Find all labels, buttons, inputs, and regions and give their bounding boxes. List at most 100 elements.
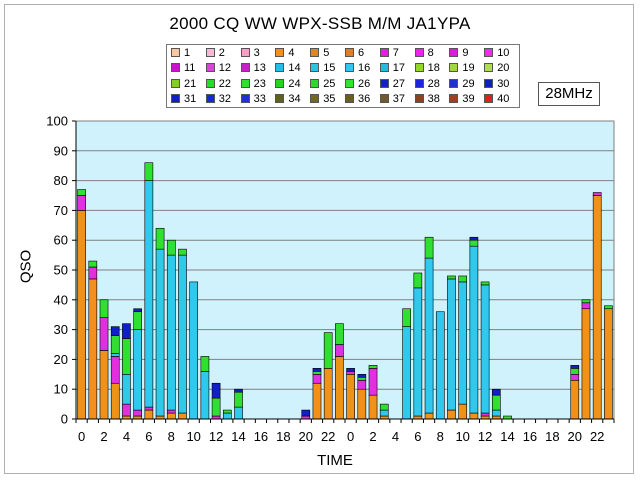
legend-swatch xyxy=(449,93,459,103)
legend-swatch xyxy=(345,63,354,73)
bar-segment xyxy=(312,373,322,384)
legend-item-24: 24 xyxy=(275,78,301,90)
legend-swatch xyxy=(484,63,494,73)
legend-item-12: 12 xyxy=(205,62,231,74)
legend-swatch xyxy=(345,93,354,103)
legend-swatch xyxy=(240,63,250,73)
x-tick-label: 20 xyxy=(568,429,582,444)
legend-label: 4 xyxy=(288,47,295,59)
legend-swatch xyxy=(379,48,389,57)
legend-swatch xyxy=(484,93,494,103)
legend-item-18: 18 xyxy=(414,62,440,75)
bar-segment xyxy=(166,254,176,411)
bar-segment xyxy=(424,257,434,414)
x-tick-label: 2 xyxy=(100,429,107,444)
legend-item-2: 2 xyxy=(205,47,225,59)
legend-label: 33 xyxy=(253,92,266,105)
legend-item-23: 23 xyxy=(240,77,266,90)
bar-segment xyxy=(323,368,333,420)
legend-label: 6 xyxy=(358,47,365,59)
legend-label: 36 xyxy=(358,92,371,105)
bar-segment xyxy=(379,409,389,417)
bar-segment xyxy=(480,412,490,417)
bar-segment xyxy=(144,180,154,408)
bar-segment xyxy=(122,373,131,405)
legend-label: 23 xyxy=(253,77,266,90)
legend-item-35: 35 xyxy=(310,93,335,105)
legend-label: 25 xyxy=(323,77,336,90)
bar-segment xyxy=(110,356,120,384)
legend-label: 38 xyxy=(427,92,440,105)
legend-swatch xyxy=(310,93,320,103)
bar-segment xyxy=(604,308,613,420)
bar-segment xyxy=(166,239,176,256)
bar-segment xyxy=(88,278,98,420)
legend-item-21: 21 xyxy=(171,78,196,90)
legend-swatch xyxy=(449,48,459,57)
bar-segment xyxy=(570,373,580,381)
legend-swatch xyxy=(205,48,215,57)
bar-segment xyxy=(122,338,131,375)
x-tick-label: 20 xyxy=(299,429,313,444)
legend-label: 5 xyxy=(323,47,330,59)
legend-item-32: 32 xyxy=(205,93,231,105)
legend-label: 14 xyxy=(288,62,301,75)
x-tick-label: 16 xyxy=(523,429,537,444)
chart-frame xyxy=(4,4,634,474)
bar-segment xyxy=(133,409,142,417)
legend-swatch xyxy=(414,93,424,103)
x-tick-label: 6 xyxy=(145,429,152,444)
bar-segment xyxy=(77,189,86,196)
legend-item-14: 14 xyxy=(275,62,301,75)
y-tick-label: 0 xyxy=(61,412,68,427)
legend-swatch xyxy=(240,93,250,103)
bar-segment xyxy=(301,409,311,417)
y-tick-label: 30 xyxy=(54,322,68,337)
legend-label: 7 xyxy=(392,47,399,59)
legend-label: 18 xyxy=(427,62,440,75)
legend-label: 10 xyxy=(497,47,510,59)
legend-swatch xyxy=(379,93,389,103)
bar-segment xyxy=(570,379,580,420)
bar-segment xyxy=(458,281,468,405)
bar-segment xyxy=(581,302,591,310)
bar-segment xyxy=(469,412,479,420)
legend-item-4: 4 xyxy=(275,47,295,59)
legend-label: 16 xyxy=(358,62,371,75)
legend-item-39: 39 xyxy=(449,93,475,105)
legend-swatch xyxy=(414,78,424,88)
legend-swatch xyxy=(240,48,250,57)
bar-segment xyxy=(491,388,501,396)
legend-label: 31 xyxy=(184,92,197,105)
bar-segment xyxy=(335,344,344,357)
legend-item-20: 20 xyxy=(484,62,509,74)
x-tick-label: 4 xyxy=(123,429,130,444)
bar-segment xyxy=(178,412,187,420)
bar-segment xyxy=(570,365,580,369)
legend-label: 21 xyxy=(184,77,197,90)
bar-segment xyxy=(144,409,154,420)
bar-segment xyxy=(368,368,378,396)
bar-segment xyxy=(368,365,378,369)
x-tick-label: 0 xyxy=(347,429,354,444)
legend-swatch xyxy=(414,63,424,73)
bar-segment xyxy=(346,373,355,420)
bar-segment xyxy=(110,382,120,420)
bar-segment xyxy=(458,403,468,420)
x-tick-label: 10 xyxy=(455,429,469,444)
y-tick-label: 90 xyxy=(54,143,68,158)
legend-label: 20 xyxy=(497,62,510,75)
bar-segment xyxy=(189,281,199,420)
legend-item-38: 38 xyxy=(414,92,440,105)
y-tick-label: 20 xyxy=(54,352,68,367)
legend-label: 28 xyxy=(427,77,440,90)
bar-segment xyxy=(469,236,479,241)
bar-segment xyxy=(99,299,109,318)
legend-swatch xyxy=(449,63,459,73)
bar-segment xyxy=(110,335,120,354)
bar-segment xyxy=(402,326,411,420)
legend-swatch xyxy=(345,78,354,88)
bar-segment xyxy=(88,266,98,280)
bar-segment xyxy=(402,308,411,327)
bar-segment xyxy=(77,210,86,420)
